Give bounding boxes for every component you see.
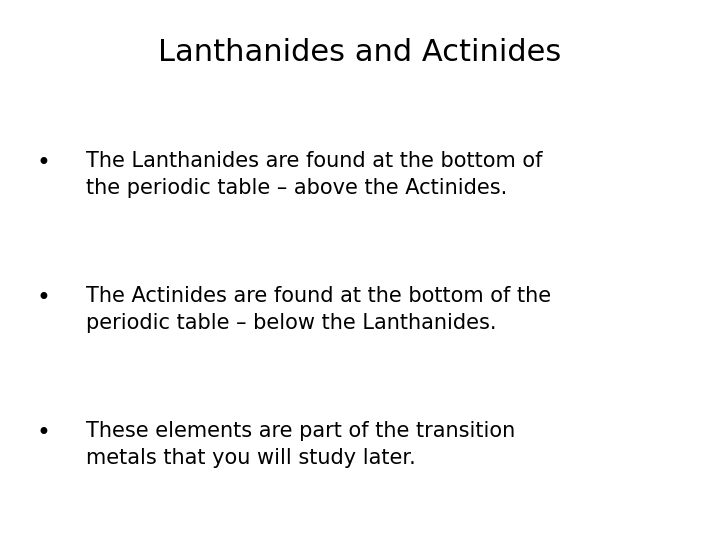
Text: •: • (36, 286, 50, 310)
Text: The Actinides are found at the bottom of the
periodic table – below the Lanthani: The Actinides are found at the bottom of… (86, 286, 552, 333)
Text: •: • (36, 151, 50, 175)
Text: Lanthanides and Actinides: Lanthanides and Actinides (158, 38, 562, 67)
Text: These elements are part of the transition
metals that you will study later.: These elements are part of the transitio… (86, 421, 516, 468)
Text: The Lanthanides are found at the bottom of
the periodic table – above the Actini: The Lanthanides are found at the bottom … (86, 151, 543, 198)
Text: •: • (36, 421, 50, 445)
